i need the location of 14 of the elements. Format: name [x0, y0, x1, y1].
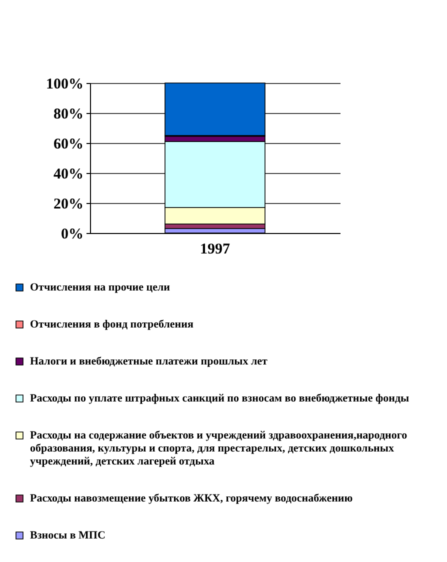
x-tick-label: 1997 — [200, 242, 230, 258]
legend-label: Отчисления в фонд потребления — [30, 318, 194, 330]
legend-label: Налоги и внебюджетные платежи прошлых лет — [30, 356, 268, 368]
legend-label: Расходы навозмещение убытков ЖКХ, горячему водоснабжению — [30, 492, 353, 504]
legend-label: Расходы на содержание объектов и учреждений здравоохранения,народного образования, культуры и спорта, для престарелых, детских дошкольных учреждений, детских лагерей отдыха — [30, 430, 408, 468]
legend-label: Взносы в МПС — [30, 530, 106, 542]
y-tick-label: 0% — [61, 226, 84, 242]
y-tick-label: 60% — [54, 136, 84, 152]
legend-label: Расходы по уплате штрафных санкций по взносам во внебюджетные фонды — [30, 392, 410, 404]
legend-label: Отчисления на прочие цели — [30, 282, 171, 294]
y-tick-label: 80% — [54, 106, 84, 122]
y-tick-label: 40% — [54, 166, 84, 182]
y-tick-label: 20% — [54, 196, 84, 212]
y-tick-label: 100% — [46, 76, 84, 92]
